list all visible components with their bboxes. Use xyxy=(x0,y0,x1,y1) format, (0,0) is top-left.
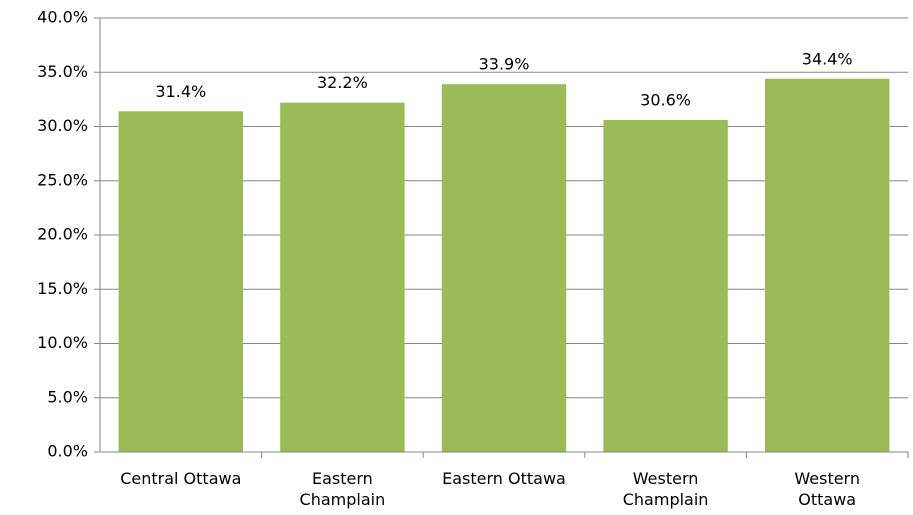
x-tick-label: Western Ottawa xyxy=(794,469,860,509)
bar xyxy=(280,102,405,452)
y-tick-label: 15.0% xyxy=(37,279,88,298)
value-label: 31.4% xyxy=(155,82,206,101)
value-label: 30.6% xyxy=(640,90,691,109)
y-tick-label: 10.0% xyxy=(37,333,88,352)
bar xyxy=(603,119,728,453)
bar xyxy=(441,84,567,452)
y-tick-label: 25.0% xyxy=(37,170,88,189)
x-tick-label: Western Champlain xyxy=(622,469,709,509)
value-label: 32.2% xyxy=(317,73,368,92)
value-label: 34.4% xyxy=(802,49,853,68)
y-tick-label: 20.0% xyxy=(37,225,88,244)
y-tick-label: 30.0% xyxy=(37,116,88,135)
x-tick-label: Eastern Champlain xyxy=(299,469,386,509)
y-tick-label: 35.0% xyxy=(37,62,88,81)
y-tick-label: 0.0% xyxy=(47,442,88,461)
bar xyxy=(118,111,244,452)
x-tick-label: Eastern Ottawa xyxy=(442,469,566,488)
bar xyxy=(764,78,890,452)
y-tick-label: 40.0% xyxy=(37,8,88,27)
x-tick-label: Central Ottawa xyxy=(120,469,242,488)
y-tick-label: 5.0% xyxy=(47,387,88,406)
value-label: 33.9% xyxy=(479,55,530,74)
